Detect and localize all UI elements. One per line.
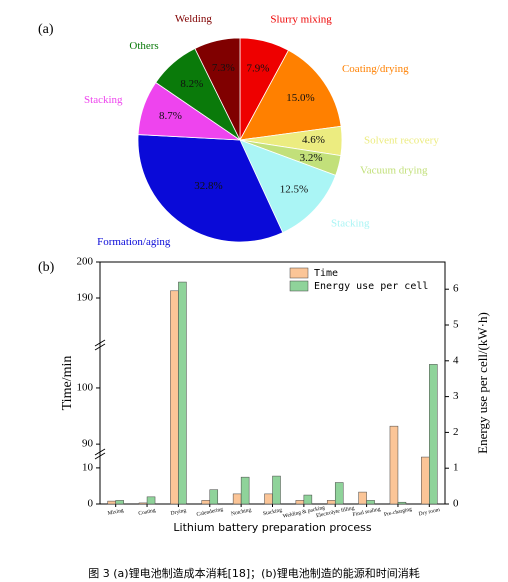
bar [138, 502, 148, 505]
axis-break [94, 448, 106, 456]
y2-tick-label: 1 [453, 462, 459, 474]
x-tick-label: Dry room [418, 507, 441, 517]
slice-name-label: Slurry mixing [270, 13, 332, 25]
axis-break [94, 343, 106, 351]
y2-tick-label: 4 [453, 354, 459, 366]
bar [170, 290, 179, 505]
axis-break [94, 339, 106, 347]
bar [264, 493, 273, 505]
bar [366, 500, 375, 505]
pie-slice [194, 37, 241, 141]
y-tick-label: 190 [77, 292, 94, 304]
x-tick-label: Final sealing [352, 506, 381, 518]
slice-value-label: 7.3% [212, 62, 235, 74]
y2-axis-title: Energy use per cell/(kW·h) [475, 312, 490, 454]
y-tick-label: 200 [77, 256, 94, 268]
x-tick-label: Mixing [107, 508, 124, 517]
bar [397, 501, 407, 505]
bar [295, 500, 305, 505]
legend-label: Energy use per cell [314, 281, 428, 292]
y-tick-label: 0 [88, 498, 94, 510]
bar [326, 500, 336, 505]
y-tick-label: 10 [82, 461, 94, 473]
slice-value-label: 8.2% [180, 78, 203, 90]
panel-label: (b) [38, 260, 55, 275]
caption: 图 3 (a)锂电池制造成本消耗[18]；(b)锂电池制造的能源和时间消耗 [88, 566, 419, 580]
slice-name-label: Stacking [84, 94, 123, 106]
y-axis-title: Time/min [60, 356, 75, 411]
bar [429, 364, 438, 505]
slice-name-label: Stacking [331, 218, 370, 230]
x-axis-title: Lithium battery preparation process [173, 521, 371, 534]
pie-slice [239, 49, 342, 141]
bar [389, 425, 399, 505]
x-tick-label: Notching [231, 507, 253, 517]
bar [334, 482, 344, 505]
x-tick-label: Drying [170, 508, 187, 517]
bar [421, 456, 430, 505]
y2-tick-label: 0 [453, 498, 459, 510]
bar [178, 281, 187, 505]
y2-tick-label: 2 [453, 426, 459, 438]
legend-label: Time [314, 268, 338, 279]
slice-name-label: Solvent recovery [364, 135, 439, 147]
y2-tick-label: 3 [453, 390, 459, 402]
slice-value-label: 8.7% [159, 110, 182, 122]
slice-value-label: 32.8% [194, 180, 222, 192]
x-tick-label: Calendering [196, 506, 224, 518]
y2-tick-label: 6 [453, 283, 459, 295]
x-tick-label: Pre-charging [384, 506, 413, 518]
slice-value-label: 7.9% [247, 62, 270, 74]
slice-name-label: Others [129, 40, 158, 52]
bar [232, 493, 242, 505]
bar [107, 500, 116, 505]
slice-name-label: Formation/aging [97, 236, 171, 248]
bar [209, 489, 219, 505]
x-tick-label: Coating [138, 507, 157, 517]
axis-break [94, 452, 106, 460]
pie-slice [239, 139, 337, 234]
y2-tick-label: 5 [453, 319, 459, 331]
slice-name-label: Coating/drying [342, 63, 409, 75]
bar [240, 476, 250, 505]
slice-value-label: 12.5% [280, 183, 308, 195]
legend-swatch [289, 280, 309, 292]
y-tick-label: 90 [82, 438, 94, 450]
slice-name-label: Welding [175, 13, 212, 25]
bar [303, 494, 313, 505]
bar [272, 475, 281, 505]
slice-value-label: 4.6% [302, 134, 325, 146]
y-tick-label: 100 [77, 381, 94, 393]
x-tick-label: Stacking [263, 507, 283, 517]
slice-name-label: Vacuum drying [360, 165, 428, 177]
panel-label: (a) [38, 22, 54, 37]
bar [358, 491, 367, 505]
bar [146, 496, 156, 505]
pie-slice [137, 134, 284, 243]
bar [201, 500, 211, 505]
bar [115, 500, 124, 505]
slice-value-label: 15.0% [286, 92, 314, 104]
legend-swatch [289, 267, 309, 279]
slice-value-label: 3.2% [300, 152, 323, 164]
